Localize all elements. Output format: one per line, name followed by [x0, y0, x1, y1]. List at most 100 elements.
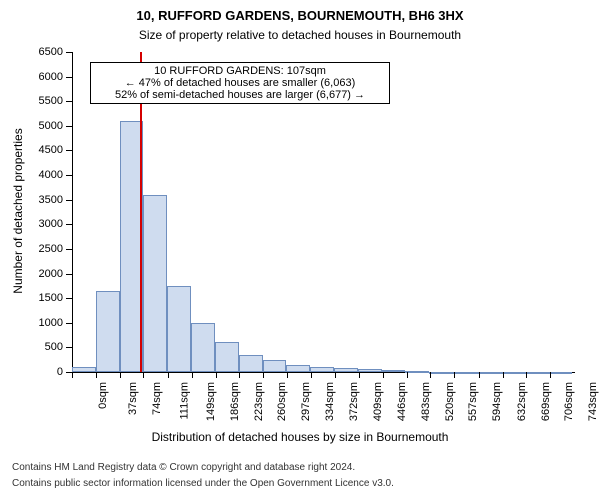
ytick-mark [66, 298, 72, 299]
xtick-mark [430, 372, 431, 378]
histogram-bar [239, 355, 263, 372]
histogram-bar [310, 367, 334, 372]
ytick-label: 4000 [18, 169, 63, 181]
x-axis-label: Distribution of detached houses by size … [0, 430, 600, 444]
histogram-bar [382, 370, 406, 372]
xtick-label: 186sqm [229, 382, 241, 421]
xtick-label: 223sqm [253, 382, 265, 421]
xtick-label: 557sqm [468, 382, 480, 421]
ytick-label: 4500 [18, 144, 63, 156]
xtick-mark [359, 372, 360, 378]
xtick-label: 520sqm [444, 382, 456, 421]
footer-line2: Contains public sector information licen… [12, 478, 394, 489]
xtick-label: 297sqm [300, 382, 312, 421]
ytick-label: 3000 [18, 218, 63, 230]
histogram-bar [334, 368, 358, 372]
histogram-bar [453, 372, 477, 374]
ytick-mark [66, 52, 72, 53]
ytick-mark [66, 347, 72, 348]
xtick-label: 37sqm [127, 382, 139, 415]
ytick-label: 2000 [18, 268, 63, 280]
ytick-mark [66, 150, 72, 151]
ytick-label: 3500 [18, 194, 63, 206]
xtick-label: 446sqm [396, 382, 408, 421]
y-axis-label: Number of detached properties [11, 101, 25, 321]
histogram-bar [286, 365, 310, 372]
xtick-label: 594sqm [491, 382, 503, 421]
xtick-mark [120, 372, 121, 378]
ytick-label: 5000 [18, 120, 63, 132]
info-box-line3: 52% of semi-detached houses are larger (… [95, 89, 385, 101]
xtick-mark [72, 372, 73, 378]
info-box-line1: 10 RUFFORD GARDENS: 107sqm [95, 65, 385, 77]
xtick-mark [96, 372, 97, 378]
xtick-label: 334sqm [324, 382, 336, 421]
xtick-mark [479, 372, 480, 378]
xtick-label: 706sqm [564, 382, 576, 421]
chart-title-line1: 10, RUFFORD GARDENS, BOURNEMOUTH, BH6 3H… [0, 8, 600, 23]
histogram-bar [167, 286, 191, 372]
xtick-label: 0sqm [97, 382, 109, 409]
xtick-mark [143, 372, 144, 378]
chart-container: 10, RUFFORD GARDENS, BOURNEMOUTH, BH6 3H… [0, 0, 600, 500]
xtick-label: 74sqm [151, 382, 163, 415]
ytick-label: 6500 [18, 46, 63, 58]
xtick-label: 743sqm [587, 382, 599, 421]
histogram-bar [429, 372, 453, 374]
ytick-mark [66, 323, 72, 324]
chart-title-line2: Size of property relative to detached ho… [0, 28, 600, 42]
histogram-bar [501, 372, 525, 374]
xtick-label: 260sqm [276, 382, 288, 421]
xtick-mark [407, 372, 408, 378]
histogram-bar [96, 291, 120, 372]
xtick-mark [263, 372, 264, 378]
histogram-bar [358, 369, 382, 372]
ytick-label: 1000 [18, 317, 63, 329]
ytick-label: 1500 [18, 292, 63, 304]
ytick-label: 500 [18, 341, 63, 353]
xtick-mark [311, 372, 312, 378]
histogram-bar [263, 360, 287, 372]
footer-line1: Contains HM Land Registry data © Crown c… [12, 462, 355, 473]
xtick-label: 149sqm [205, 382, 217, 421]
histogram-bar [191, 323, 215, 372]
xtick-mark [287, 372, 288, 378]
xtick-mark [168, 372, 169, 378]
histogram-bar [477, 372, 501, 374]
ytick-mark [66, 249, 72, 250]
xtick-label: 669sqm [540, 382, 552, 421]
histogram-bar [524, 372, 548, 374]
info-box-line2: ← 47% of detached houses are smaller (6,… [95, 77, 385, 89]
histogram-bar [143, 195, 167, 372]
ytick-mark [66, 200, 72, 201]
xtick-label: 632sqm [516, 382, 528, 421]
xtick-mark [454, 372, 455, 378]
ytick-mark [66, 224, 72, 225]
ytick-mark [66, 77, 72, 78]
ytick-label: 2500 [18, 243, 63, 255]
ytick-label: 0 [18, 366, 63, 378]
ytick-label: 5500 [18, 95, 63, 107]
xtick-label: 483sqm [420, 382, 432, 421]
ytick-mark [66, 101, 72, 102]
histogram-bar [215, 342, 239, 372]
ytick-mark [66, 126, 72, 127]
xtick-mark [335, 372, 336, 378]
histogram-bar [405, 371, 429, 373]
ytick-mark [66, 175, 72, 176]
xtick-mark [192, 372, 193, 378]
ytick-mark [66, 274, 72, 275]
xtick-label: 111sqm [179, 382, 191, 420]
ytick-label: 6000 [18, 71, 63, 83]
info-box: 10 RUFFORD GARDENS: 107sqm ← 47% of deta… [90, 62, 390, 104]
xtick-mark [526, 372, 527, 378]
xtick-mark [216, 372, 217, 378]
xtick-mark [503, 372, 504, 378]
xtick-label: 409sqm [372, 382, 384, 421]
xtick-mark [383, 372, 384, 378]
xtick-label: 372sqm [349, 382, 361, 421]
xtick-mark [550, 372, 551, 378]
xtick-mark [239, 372, 240, 378]
histogram-bar [72, 367, 96, 372]
histogram-bar [548, 372, 572, 374]
